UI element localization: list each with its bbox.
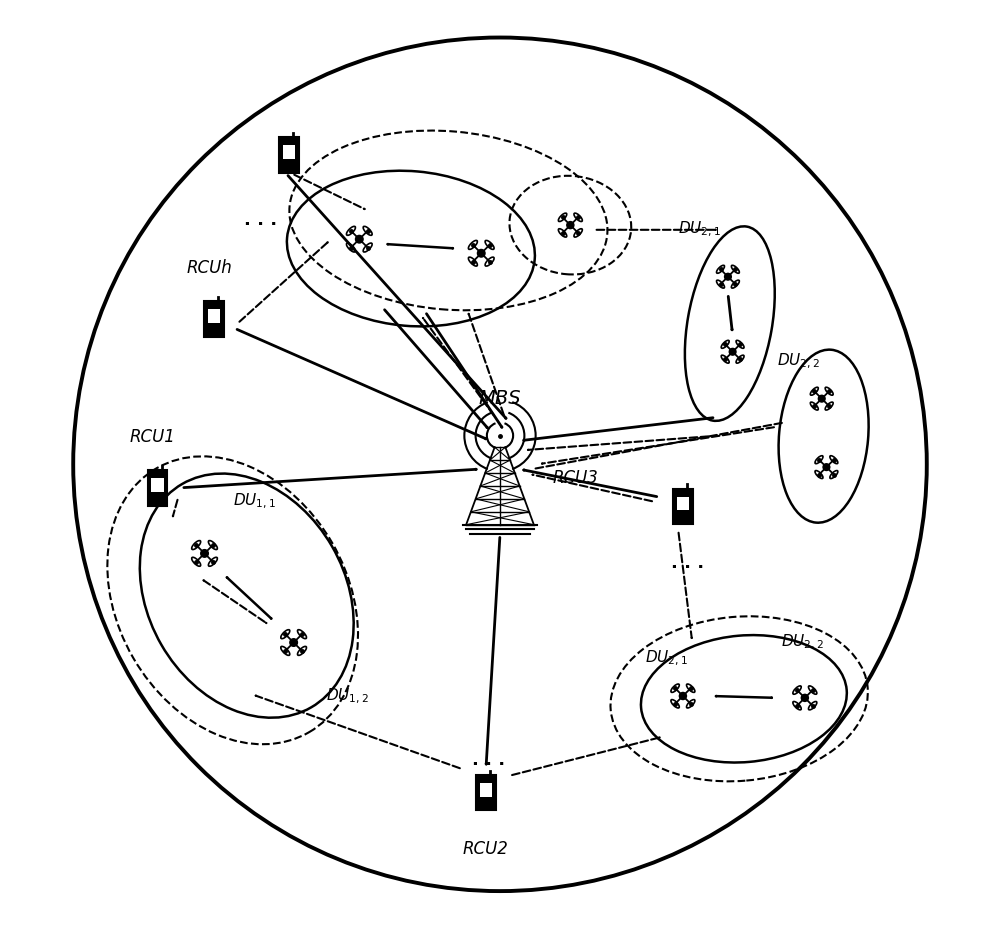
Bar: [677, 497, 689, 510]
Text: . . .: . . .: [244, 211, 277, 230]
Circle shape: [823, 463, 830, 471]
Text: $DU_{2,1}$: $DU_{2,1}$: [645, 649, 688, 668]
Text: . . .: . . .: [671, 553, 704, 572]
Bar: [283, 145, 295, 159]
Bar: [673, 489, 693, 524]
Text: $DU_{1,1}$: $DU_{1,1}$: [233, 492, 276, 511]
Bar: [148, 470, 167, 506]
Circle shape: [290, 639, 297, 646]
Text: $DU_{1,2}$: $DU_{1,2}$: [326, 687, 369, 705]
Bar: [151, 478, 164, 492]
Circle shape: [567, 221, 574, 229]
Circle shape: [679, 692, 686, 700]
Text: $DU_{2,2}$: $DU_{2,2}$: [777, 352, 820, 371]
Circle shape: [201, 550, 208, 557]
Bar: [208, 310, 220, 323]
Circle shape: [801, 694, 808, 702]
Text: . . .: . . .: [472, 750, 505, 769]
Circle shape: [477, 250, 485, 257]
Circle shape: [356, 235, 363, 243]
Text: RCU1: RCU1: [130, 428, 176, 446]
Circle shape: [725, 273, 731, 280]
Bar: [480, 783, 492, 796]
Text: MBS: MBS: [479, 389, 521, 408]
Bar: [204, 301, 224, 337]
Bar: [476, 775, 496, 810]
Text: RCUh: RCUh: [186, 259, 232, 277]
Circle shape: [729, 348, 736, 356]
Text: RCU2: RCU2: [463, 840, 509, 857]
Text: $DU_{2,1}$: $DU_{2,1}$: [678, 220, 721, 239]
Bar: [279, 137, 299, 173]
Text: RCU3: RCU3: [553, 469, 598, 488]
Text: $DU_{2,2}$: $DU_{2,2}$: [781, 633, 824, 652]
Circle shape: [818, 395, 825, 402]
